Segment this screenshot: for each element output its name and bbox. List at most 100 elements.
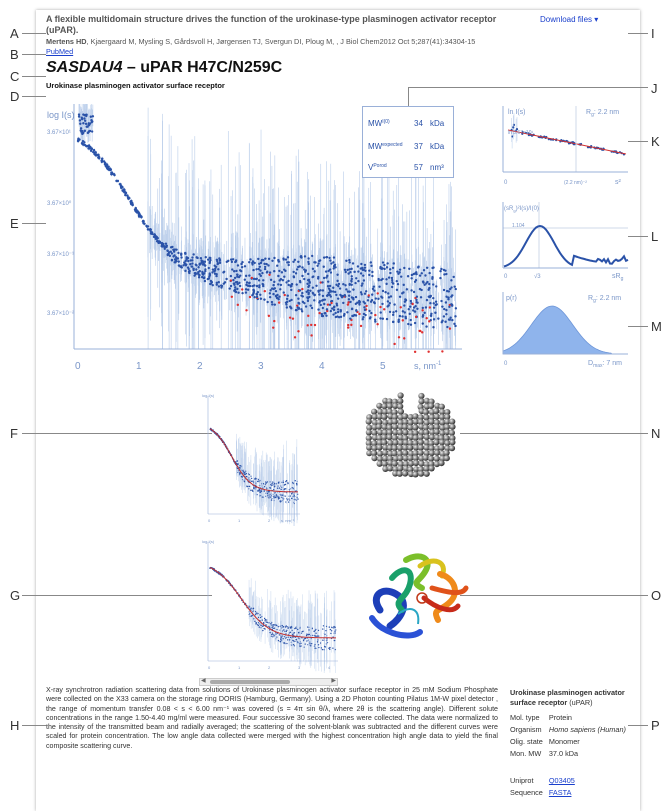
data-point: [379, 267, 382, 270]
data-point: [388, 310, 392, 314]
label-f: F: [10, 426, 18, 441]
leader-g: [22, 595, 212, 596]
data-point: [430, 312, 433, 316]
small-point: [269, 631, 271, 634]
data-point: [374, 313, 377, 317]
bead: [386, 444, 394, 451]
guinier-plot[interactable]: ln I(s) Rg: 2.2 nm ln 3.67×10¹ 0 (2.2 nm…: [500, 104, 630, 188]
data-point: [325, 314, 328, 317]
small-point: [317, 629, 320, 632]
data-point: [303, 255, 307, 258]
small-point: [280, 485, 282, 487]
data-point: [311, 267, 315, 271]
x-tick: 0: [75, 361, 81, 372]
fit-plot-f[interactable]: log I(s) 0 1 2 s, nm⁻¹: [198, 392, 302, 526]
bead: [423, 465, 430, 472]
data-point: [390, 276, 394, 280]
bead: [391, 444, 398, 452]
data-point: [143, 222, 146, 225]
data-point: [439, 269, 442, 273]
small-point: [301, 630, 304, 633]
small-point: [285, 479, 288, 482]
scroll-right-icon[interactable]: ▶: [331, 678, 336, 684]
data-point: [276, 264, 279, 267]
bead: [397, 408, 404, 415]
data-point: [273, 319, 276, 323]
download-files-button[interactable]: Download files ▾: [540, 15, 599, 24]
data-point: [169, 250, 172, 253]
data-point: [415, 298, 418, 302]
leader-m: [628, 326, 648, 327]
pubmed-link[interactable]: PubMed: [46, 47, 74, 56]
data-point: [267, 264, 270, 267]
data-point: [403, 266, 406, 270]
small-point: [268, 622, 270, 624]
data-point: [209, 279, 213, 283]
small-point: [243, 480, 246, 483]
data-point: [259, 297, 263, 300]
y-tick: 3.67×10⁰: [47, 200, 72, 207]
data-point: [413, 321, 417, 325]
data-point: [403, 337, 406, 340]
data-point: [97, 154, 100, 158]
kratky-plot[interactable]: (sRg)²I(s)/I(0) 1.104 0 √3 sRg: [500, 200, 630, 282]
pr-plot[interactable]: p(r) Rg: 2.2 nm 0 Dmax: 7 nm: [500, 290, 630, 372]
data-point: [232, 270, 236, 273]
data-point: [328, 268, 332, 271]
data-point: [369, 300, 373, 303]
small-point: [329, 628, 332, 631]
data-point: [245, 283, 248, 287]
data-point: [263, 298, 266, 301]
fit-plot-g[interactable]: log I(s) 0 1 2 3 4: [198, 538, 340, 673]
leader-e: [22, 223, 46, 224]
data-point: [306, 299, 310, 303]
scroll-left-icon[interactable]: ◀: [201, 678, 206, 684]
data-point: [417, 265, 420, 268]
bead: [423, 419, 430, 426]
data-point: [225, 277, 228, 281]
data-point: [236, 282, 239, 286]
data-point: [255, 295, 259, 299]
param-unit: kDa: [430, 119, 445, 128]
small-point: [270, 633, 273, 636]
bead: [366, 450, 373, 457]
data-point: [377, 279, 380, 282]
authors-citation: Mertens HD, Kjaergaard M, Mysling S, Går…: [46, 37, 546, 46]
data-point: [421, 322, 424, 325]
leader-d: [22, 96, 46, 97]
data-point: [83, 119, 87, 122]
fasta-link[interactable]: FASTA: [548, 788, 572, 797]
bead: [397, 439, 404, 446]
small-point: [317, 639, 319, 641]
small-point: [324, 646, 326, 648]
data-point: [83, 141, 86, 144]
data-point: [336, 273, 339, 276]
scattering-plot[interactable]: log I(s) 3.67×10¹ 3.67×10⁰ 3.67×10⁻¹ 3.6…: [44, 104, 462, 376]
data-point: [207, 266, 210, 270]
uniprot-link[interactable]: Q03405: [548, 776, 575, 785]
label-g: G: [10, 588, 21, 603]
data-point: [332, 256, 336, 259]
data-point: [427, 350, 430, 353]
data-point: [336, 315, 339, 318]
data-point: [432, 266, 435, 269]
small-point: [252, 607, 255, 610]
data-point: [290, 282, 294, 286]
entry-name: – uPAR H47C/N259C: [122, 59, 283, 76]
small-point: [251, 489, 253, 491]
data-point: [422, 269, 426, 272]
label-h: H: [10, 718, 20, 733]
plot-scrollbar[interactable]: ◀ ▶: [199, 678, 338, 686]
bead: [417, 434, 424, 441]
data-point: [428, 286, 431, 290]
data-point: [450, 286, 453, 289]
scroll-thumb[interactable]: [210, 680, 290, 684]
small-point: [237, 463, 240, 465]
data-point: [387, 304, 390, 307]
data-point: [194, 263, 197, 266]
small-point: [257, 616, 260, 619]
data-point: [259, 274, 263, 278]
data-point: [248, 261, 251, 264]
data-point: [126, 194, 129, 197]
data-point: [233, 289, 236, 292]
